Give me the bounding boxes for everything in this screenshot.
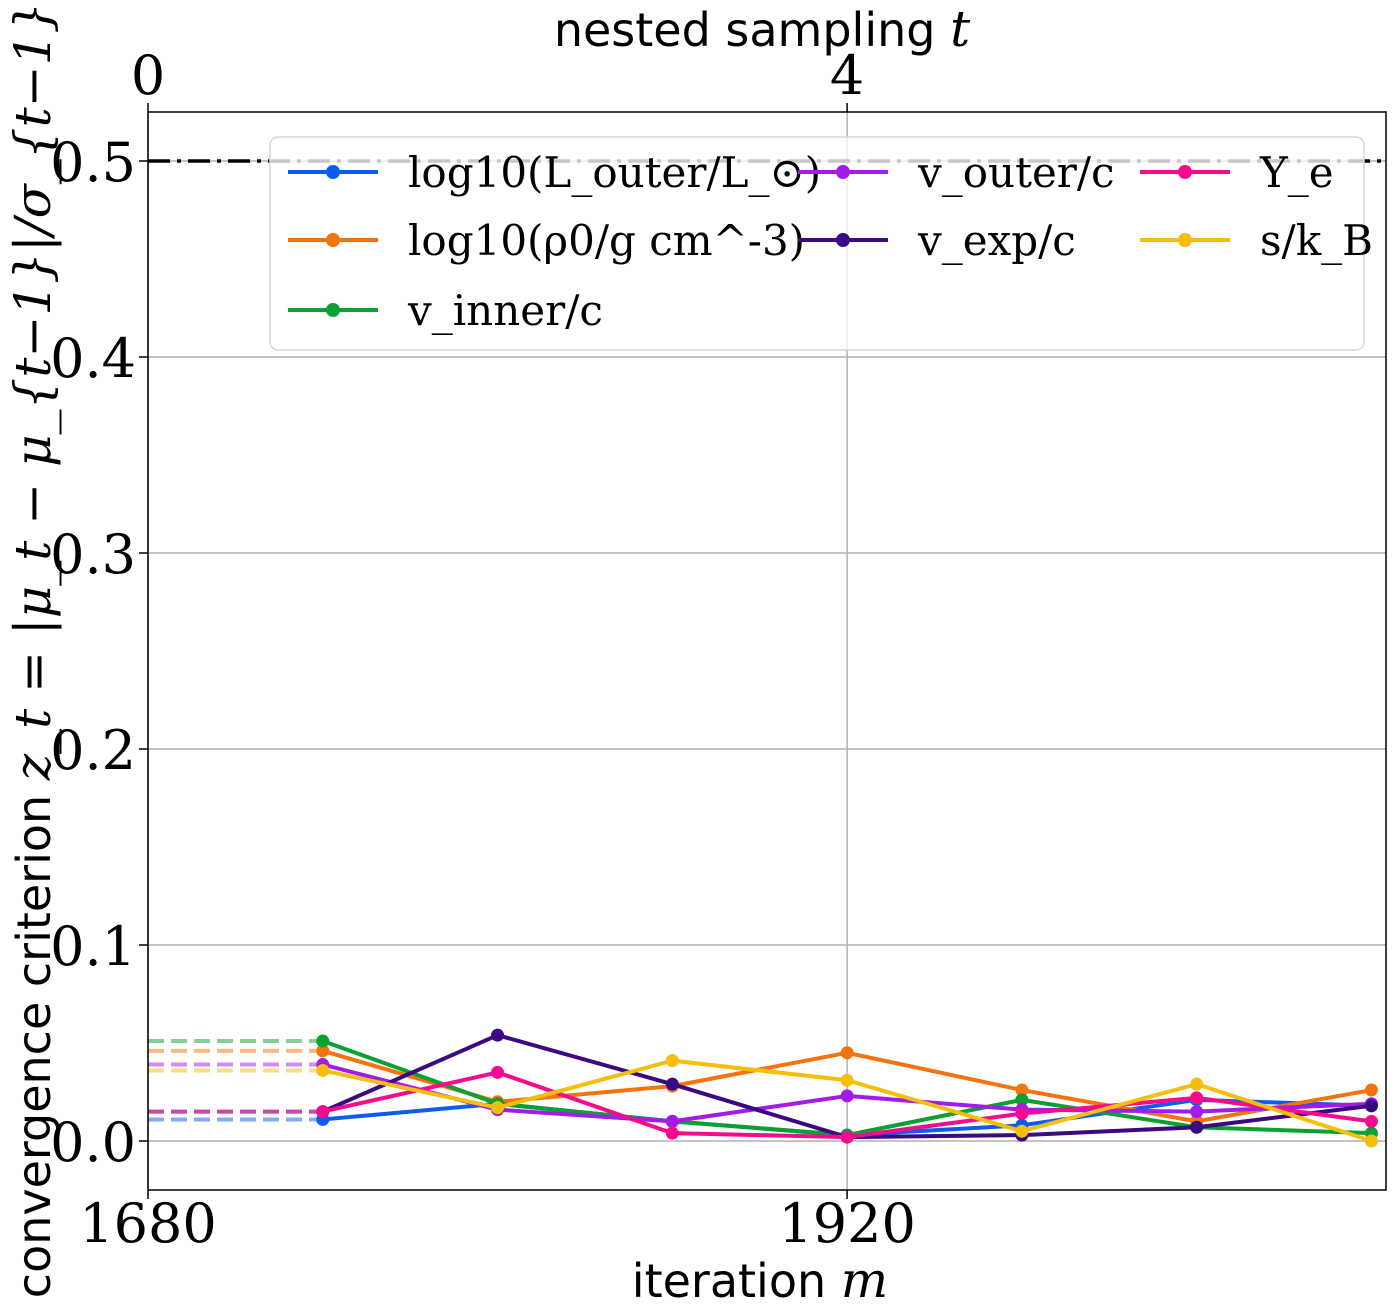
series-group	[148, 1028, 1378, 1148]
y-tick-label: 0.3	[50, 523, 136, 586]
x-tick-label: 1680	[79, 1192, 216, 1255]
legend-entry: log10(ρ0/g cm^-3)	[288, 216, 805, 265]
top-x-tick-label: 0	[131, 44, 165, 107]
legend-label: v_exp/c	[917, 216, 1076, 265]
legend-label: log10(L_outer/L_⊙)	[408, 148, 821, 197]
y-tick-label: 0.1	[50, 915, 136, 978]
data-point	[1015, 1093, 1029, 1107]
data-point	[1190, 1091, 1204, 1105]
legend-marker	[326, 303, 340, 317]
y-axis-label: convergence criterion z_t = |μ_t − μ_{t−…	[4, 2, 62, 1298]
x-tick-label: 1920	[778, 1192, 915, 1255]
legend-label: v_inner/c	[407, 286, 603, 335]
legend: log10(L_outer/L_⊙) log10(ρ0/g cm^-3) v_inn…	[269, 136, 1373, 351]
y-tick-label: 0.2	[50, 719, 136, 782]
data-point	[491, 1028, 505, 1042]
legend-label: s/k_B	[1260, 216, 1373, 265]
series-s/k_B	[148, 1054, 1378, 1148]
x-axis-label: iteration m	[632, 1251, 888, 1309]
y-tick-label: 0.0	[50, 1111, 136, 1174]
data-point	[316, 1063, 330, 1077]
top-x-axis-label: nested sampling t	[554, 0, 971, 58]
data-point	[316, 1034, 330, 1048]
data-point	[1364, 1083, 1378, 1097]
series-Y_e	[148, 1065, 1378, 1144]
data-point	[1015, 1107, 1029, 1121]
legend-box	[269, 136, 1365, 351]
legend-entry: log10(L_outer/L_⊙)	[288, 148, 821, 197]
data-point	[840, 1046, 854, 1060]
data-point	[316, 1044, 330, 1058]
legend-entry: v_exp/c	[798, 216, 1076, 265]
legend-label: v_outer/c	[917, 148, 1115, 197]
axis-labels: iteration m nested sampling t convergence …	[4, 0, 971, 1309]
data-point	[1015, 1083, 1029, 1097]
legend-entry: v_inner/c	[288, 286, 603, 335]
legend-entry: v_outer/c	[798, 148, 1115, 197]
data-point	[316, 1105, 330, 1119]
data-point	[665, 1114, 679, 1128]
data-point	[491, 1065, 505, 1079]
data-point	[491, 1101, 505, 1115]
legend-entry: Y_e	[1140, 148, 1334, 197]
y-tick-label: 0.4	[50, 327, 136, 390]
data-point	[840, 1089, 854, 1103]
ticks: 0.0 0.1 0.2 0.3 0.4 0.5 1680 1920 0 4	[50, 44, 916, 1255]
data-point	[665, 1077, 679, 1091]
legend-entry: s/k_B	[1140, 216, 1373, 265]
legend-marker	[326, 165, 340, 179]
data-point	[1364, 1099, 1378, 1113]
data-point	[840, 1130, 854, 1144]
legend-label: log10(ρ0/g cm^-3)	[408, 216, 805, 265]
data-point	[1190, 1105, 1204, 1119]
legend-marker	[1178, 233, 1192, 247]
data-point	[665, 1126, 679, 1140]
legend-label: Y_e	[1259, 148, 1334, 197]
legend-marker	[836, 165, 850, 179]
data-point	[1364, 1134, 1378, 1148]
data-point	[1364, 1114, 1378, 1128]
data-point	[665, 1054, 679, 1068]
legend-marker	[1178, 165, 1192, 179]
legend-marker	[326, 233, 340, 247]
y-tick-label: 0.5	[50, 131, 136, 194]
top-x-tick-label: 4	[830, 44, 864, 107]
legend-marker	[836, 233, 850, 247]
data-point	[1190, 1120, 1204, 1134]
plot-frame	[147, 111, 1387, 1191]
data-point	[1015, 1124, 1029, 1138]
data-point	[1190, 1077, 1204, 1091]
data-point	[840, 1073, 854, 1087]
